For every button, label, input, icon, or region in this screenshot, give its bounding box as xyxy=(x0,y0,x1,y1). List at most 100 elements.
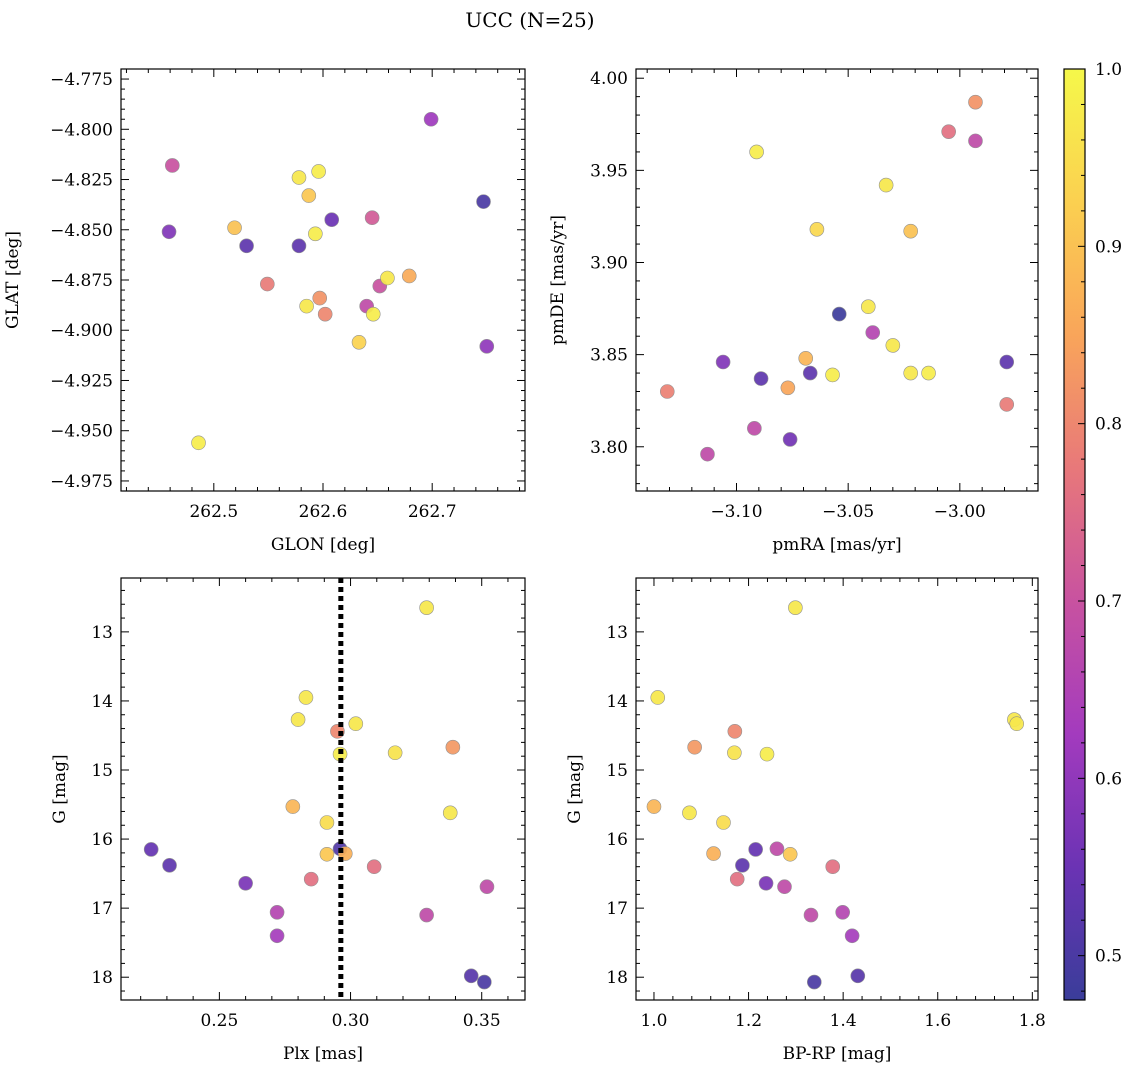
scatter-points xyxy=(143,600,495,990)
data-point xyxy=(423,111,439,127)
data-point xyxy=(753,371,769,386)
data-point xyxy=(759,746,775,762)
data-point xyxy=(419,600,434,615)
data-point xyxy=(301,188,317,203)
y-tick-label: −4.925 xyxy=(50,371,113,391)
x-tick-label: −3.05 xyxy=(822,502,874,522)
colorbar-tick-label: 1.0 xyxy=(1095,60,1122,80)
data-point xyxy=(238,875,253,891)
y-tick-label: 16 xyxy=(606,830,628,850)
x-tick-label: 0.35 xyxy=(463,1011,501,1031)
data-point xyxy=(290,712,306,727)
data-point xyxy=(1009,716,1025,732)
data-point xyxy=(312,290,328,306)
panel-plx-g: Plx [mas] G [mag] 0.25 0.30 0.35 13 14 15 16 17… xyxy=(50,577,526,1064)
y-tick-label: 18 xyxy=(606,968,628,988)
y-tick-label: −4.900 xyxy=(50,321,113,341)
data-point xyxy=(865,325,881,340)
data-point xyxy=(161,224,177,240)
data-point xyxy=(735,858,750,873)
data-point xyxy=(835,904,850,920)
x-tick-label: 1.6 xyxy=(924,1011,951,1031)
figure-title: UCC (N=25) xyxy=(465,8,594,32)
data-point xyxy=(239,238,254,254)
data-point xyxy=(463,968,479,984)
data-point xyxy=(687,739,702,755)
data-point xyxy=(324,212,340,228)
data-point xyxy=(806,974,822,990)
y-tick-label: 17 xyxy=(91,899,113,919)
scatter-points xyxy=(659,94,1015,462)
data-point xyxy=(809,222,825,237)
data-point xyxy=(831,306,847,322)
data-point xyxy=(477,974,492,990)
data-point xyxy=(348,716,364,732)
x-tick-label: 1.8 xyxy=(1019,1011,1046,1031)
y-axis-label: G [mag] xyxy=(565,754,585,823)
data-point xyxy=(303,871,319,887)
plot-frame xyxy=(635,577,1039,1001)
y-axis-label: pmDE [mas/yr] xyxy=(548,215,568,345)
x-axis-label: pmRA [mas/yr] xyxy=(772,535,901,555)
plot-frame xyxy=(635,68,1039,492)
x-tick-label: 0.25 xyxy=(200,1011,238,1031)
x-tick-label: 262.6 xyxy=(299,502,348,522)
y-tick-label: 15 xyxy=(606,761,628,781)
data-point xyxy=(143,842,159,857)
data-point xyxy=(227,220,242,236)
panel-pmra-pmde: pmRA [mas/yr] pmDE [mas/yr] −3.10 −3.05 −3… xyxy=(548,68,1039,555)
data-point xyxy=(903,223,919,239)
data-point xyxy=(706,846,721,861)
data-point xyxy=(476,194,491,209)
x-axis-label: GLON [deg] xyxy=(271,535,375,555)
data-point xyxy=(803,907,819,923)
y-tick-label: 13 xyxy=(606,623,628,643)
data-point xyxy=(780,380,796,396)
data-point xyxy=(269,928,285,944)
data-point xyxy=(758,875,774,891)
x-tick-label: 0.30 xyxy=(332,1011,370,1031)
data-point xyxy=(715,354,731,370)
data-point xyxy=(442,805,458,821)
data-point xyxy=(291,238,307,254)
data-point xyxy=(319,815,335,830)
data-point xyxy=(311,164,326,179)
y-tick-label: 3.85 xyxy=(590,346,628,366)
y-axis-label: GLAT [deg] xyxy=(3,231,23,329)
x-axis-label: BP-RP [mag] xyxy=(783,1044,892,1064)
y-tick-label: 13 xyxy=(91,623,113,643)
y-tick-label: 15 xyxy=(91,761,113,781)
data-point xyxy=(941,124,956,139)
x-tick-label: 262.5 xyxy=(189,502,238,522)
x-tick-label: 262.7 xyxy=(408,502,457,522)
data-point xyxy=(782,432,798,447)
colorbar-tick-label: 0.7 xyxy=(1095,592,1122,612)
scatter-points xyxy=(646,600,1025,990)
data-point xyxy=(364,210,380,226)
data-point xyxy=(844,928,860,944)
data-point xyxy=(999,354,1015,370)
data-point xyxy=(285,799,301,814)
y-tick-label: 14 xyxy=(91,692,113,712)
data-point xyxy=(727,745,742,761)
data-point xyxy=(729,871,745,887)
data-point xyxy=(769,841,785,857)
y-tick-label: 3.95 xyxy=(590,161,628,181)
data-point xyxy=(351,334,367,350)
data-point xyxy=(999,397,1015,412)
data-point xyxy=(782,846,798,862)
data-point xyxy=(700,446,715,462)
plot-frame xyxy=(120,577,526,1001)
panel-bprp-g: BP-RP [mag] G [mag] 1.0 1.2 1.4 1.6 1.8 13 14 1… xyxy=(565,577,1046,1064)
y-tick-label: 3.90 xyxy=(590,253,628,273)
y-tick-label: 14 xyxy=(606,692,628,712)
data-point xyxy=(716,815,731,830)
colorbar-tick-label: 0.6 xyxy=(1095,769,1122,789)
data-point xyxy=(788,600,803,615)
panel-glon-glat: GLON [deg] GLAT [deg] 262.5 262.6 262.7 −4.… xyxy=(3,68,526,555)
data-point xyxy=(419,907,434,923)
data-point xyxy=(903,365,919,381)
data-point xyxy=(291,170,307,185)
data-point xyxy=(479,879,495,895)
